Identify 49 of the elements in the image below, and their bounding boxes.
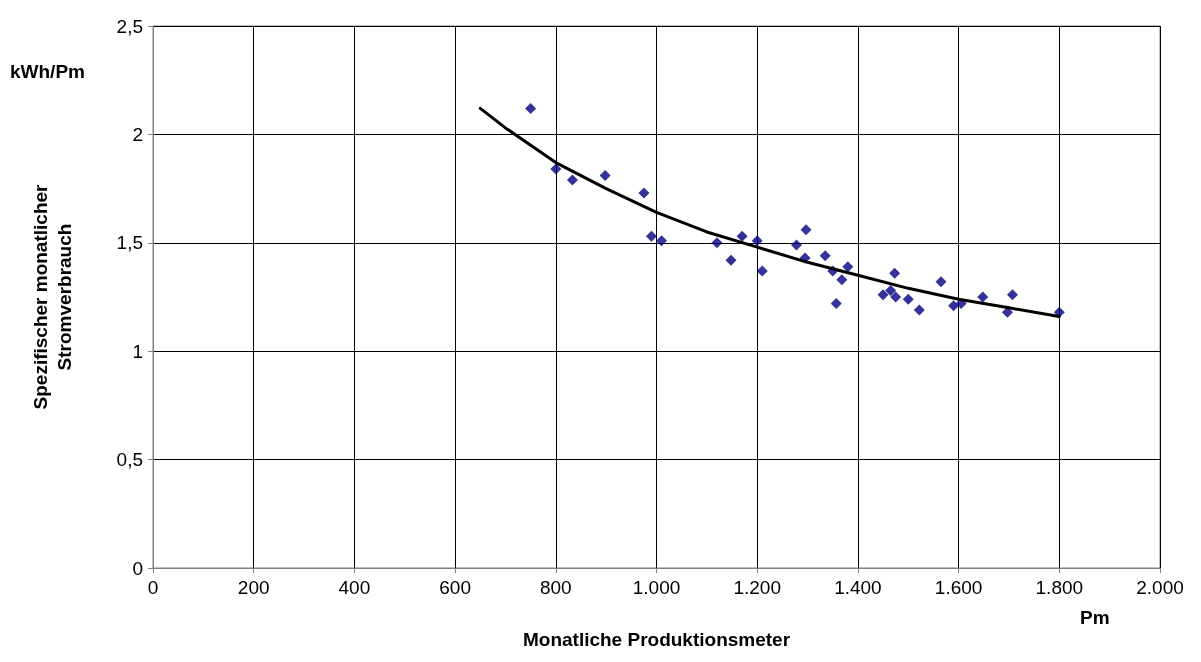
point bbox=[638, 187, 650, 199]
y-tick-label: 1,5 bbox=[116, 232, 143, 254]
x-tick-label: 1.000 bbox=[632, 577, 681, 598]
point bbox=[889, 267, 901, 279]
text: kWh/Pm bbox=[10, 61, 85, 82]
point bbox=[736, 230, 748, 242]
point bbox=[725, 254, 737, 266]
point bbox=[913, 304, 925, 316]
y-tick-label: 0 bbox=[132, 557, 143, 579]
x-tick-label: 200 bbox=[237, 577, 270, 598]
y-tick-label: 2,5 bbox=[116, 15, 143, 37]
y-axis-title: Spezifischer monatlicher Stromverbrauch bbox=[29, 183, 75, 410]
point bbox=[790, 239, 802, 251]
x-tick-label: 800 bbox=[539, 577, 572, 598]
x-tick-label: 1.400 bbox=[834, 577, 882, 598]
point bbox=[885, 285, 897, 296]
point bbox=[566, 174, 578, 186]
point bbox=[599, 170, 611, 182]
point bbox=[948, 300, 960, 312]
x-tick-label: 1.600 bbox=[934, 577, 983, 598]
point bbox=[751, 235, 763, 247]
point bbox=[902, 293, 914, 305]
point bbox=[836, 274, 848, 286]
point bbox=[1006, 289, 1018, 301]
x-axis-title: Monatliche Produktionsmeter bbox=[522, 629, 791, 650]
point bbox=[711, 237, 723, 249]
y-tick-label: 0,5 bbox=[116, 449, 143, 471]
x-tick-label: 1.800 bbox=[1035, 577, 1084, 598]
x-tick-label: 600 bbox=[439, 577, 471, 598]
point bbox=[842, 261, 854, 273]
point bbox=[935, 276, 947, 288]
x-tick-label: 400 bbox=[338, 577, 371, 598]
point bbox=[800, 224, 812, 236]
point bbox=[819, 250, 831, 262]
x-tick-label: 0 bbox=[147, 577, 159, 598]
point bbox=[525, 102, 537, 114]
point bbox=[877, 289, 889, 301]
y-tick-label: 2 bbox=[132, 123, 143, 145]
point bbox=[550, 163, 562, 175]
point bbox=[756, 265, 768, 277]
point bbox=[977, 291, 989, 303]
x-tick-label: 2.000 bbox=[1136, 577, 1184, 598]
text: Pm bbox=[1080, 607, 1110, 628]
y-tick-label: 1 bbox=[132, 340, 143, 362]
point bbox=[830, 298, 842, 309]
point bbox=[656, 235, 668, 247]
x-tick-label: 1.200 bbox=[733, 577, 781, 598]
point bbox=[890, 291, 902, 303]
point bbox=[645, 230, 657, 242]
